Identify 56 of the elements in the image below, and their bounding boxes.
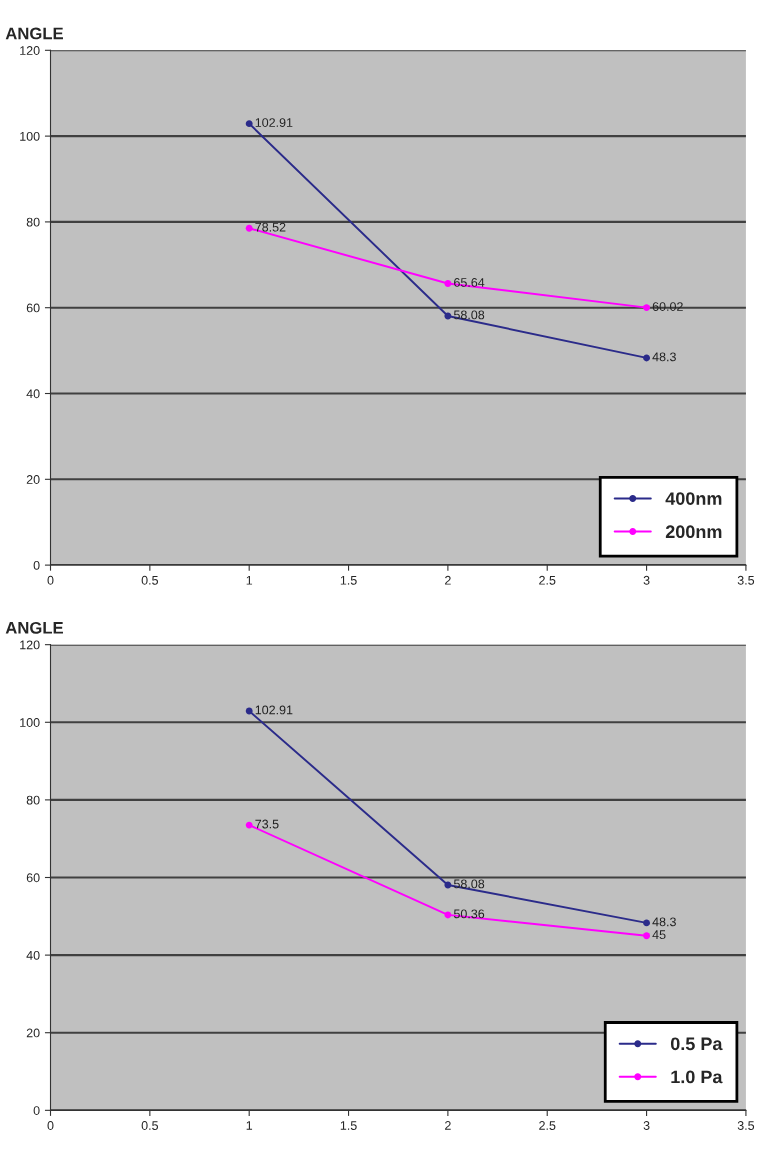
point <box>643 932 651 940</box>
y-tick-label: 40 <box>26 950 40 960</box>
data-label: 73.5 <box>255 819 279 829</box>
y-tick-label: 100 <box>20 131 40 141</box>
x-tick-label: 3.5 <box>737 1121 755 1130</box>
x-tick-label: 1 <box>246 575 253 585</box>
legend-label: 400nm <box>665 492 722 505</box>
x-tick-label: 3.5 <box>737 575 755 585</box>
point <box>444 280 452 287</box>
y-tick-label: 120 <box>20 46 40 55</box>
y-tick-label: 0 <box>33 560 40 570</box>
legend-label: 0.5 Pa <box>670 1037 723 1051</box>
x-tick-label: 2 <box>445 575 451 585</box>
x-tick-label: 3 <box>643 575 650 585</box>
chart-title: ANGLE <box>5 621 63 634</box>
point <box>245 224 253 232</box>
y-tick-label: 20 <box>26 1028 40 1038</box>
x-tick-label: 0 <box>47 1121 54 1130</box>
x-tick-label: 3 <box>643 1121 650 1130</box>
y-tick-label: 20 <box>26 475 40 484</box>
y-tick-label: 120 <box>20 640 40 650</box>
y-tick-label: 100 <box>20 718 40 727</box>
x-tick-label: 2 <box>445 1121 451 1130</box>
legend-label: 200nm <box>665 525 722 539</box>
data-label: 65.64 <box>454 278 485 287</box>
y-tick-label: 40 <box>26 389 40 399</box>
y-tick-label: 80 <box>26 217 40 227</box>
point <box>245 707 253 715</box>
chart-title: ANGLE <box>5 27 63 40</box>
data-label: 48.3 <box>652 352 676 362</box>
x-tick-label: 0 <box>47 575 54 585</box>
point <box>643 304 651 312</box>
x-tick-label: 1.5 <box>340 1121 357 1130</box>
y-tick-label: 60 <box>26 303 40 313</box>
data-label: 102.91 <box>255 118 293 127</box>
point <box>245 821 253 829</box>
point <box>643 354 651 362</box>
data-label: 58.08 <box>453 310 485 320</box>
legend-label: 1.0 Pa <box>671 1070 723 1084</box>
point <box>245 120 253 128</box>
data-label: 45 <box>652 930 666 940</box>
x-tick-label: 1 <box>246 1121 253 1130</box>
data-label: 78.52 <box>255 222 286 232</box>
x-tick-label: 1.5 <box>340 575 357 585</box>
point <box>643 919 651 927</box>
x-tick-label: 2.5 <box>539 575 556 585</box>
data-label: 102.91 <box>255 705 293 715</box>
y-tick-label: 0 <box>33 1106 40 1115</box>
point <box>444 911 452 919</box>
y-tick-label: 60 <box>26 873 40 883</box>
x-tick-label: 2.5 <box>539 1121 556 1130</box>
x-tick-label: 0.5 <box>141 1121 159 1130</box>
data-label: 58.08 <box>453 879 485 889</box>
y-tick-label: 80 <box>26 795 40 805</box>
data-label: 48.3 <box>652 917 676 927</box>
x-tick-label: 0.5 <box>141 575 159 585</box>
